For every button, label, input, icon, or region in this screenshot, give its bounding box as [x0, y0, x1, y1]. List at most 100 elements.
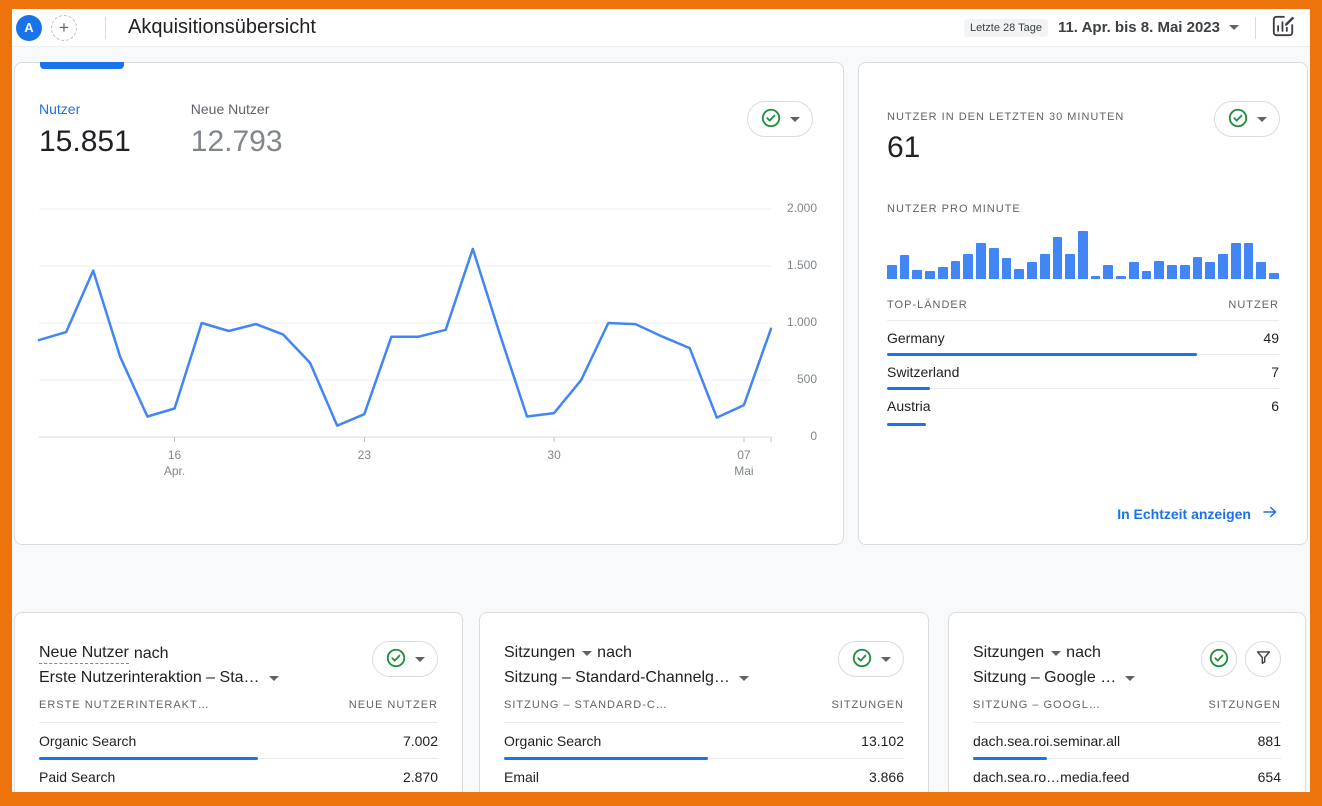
table-row: Organic Search 13.102	[504, 723, 904, 760]
minute-bar	[912, 270, 923, 279]
x-tick: 07 Mai	[734, 448, 754, 478]
add-comparison-button[interactable]: +	[51, 14, 77, 41]
table-header: TOP-LÄNDER NUTZER	[887, 299, 1279, 321]
arrow-right-icon	[1261, 503, 1279, 524]
table-header: ERSTE NUTZERINTERAKT… NEUE NUTZER	[39, 699, 438, 723]
column-metric: SITZUNGEN	[1208, 699, 1281, 711]
data-quality-button[interactable]	[1214, 101, 1280, 137]
value-bar	[39, 757, 259, 760]
metric-name[interactable]: Sitzungen	[504, 644, 576, 661]
column-metric: SITZUNGEN	[831, 699, 904, 711]
metric-value: 12.793	[190, 125, 283, 158]
country-users: 49	[1263, 329, 1279, 346]
value-bar	[887, 387, 931, 390]
minute-bar	[950, 261, 961, 279]
country-name: Germany	[887, 329, 945, 346]
table-row: Paid Search 2.870	[39, 759, 438, 792]
page-title: Akquisitionsübersicht	[128, 16, 316, 38]
customize-report-icon	[1270, 13, 1296, 42]
title-connector: nach	[597, 644, 632, 661]
data-quality-button[interactable]	[1201, 641, 1237, 677]
metric-tab-neue-nutzer[interactable]: Neue Nutzer 12.793	[191, 101, 283, 159]
minute-bar	[1116, 276, 1126, 279]
dimension-name: Sitzung – Google …	[973, 669, 1117, 686]
minute-bar	[1192, 257, 1203, 279]
data-quality-check-icon	[385, 647, 407, 672]
minute-bar	[1001, 258, 1012, 279]
value-bar	[887, 423, 927, 426]
chevron-down-icon	[881, 656, 891, 662]
dimension-dropdown[interactable]: Erste Nutzerinteraktion – Sta…	[39, 669, 279, 687]
chevron-down-icon	[1257, 116, 1267, 122]
minute-bar	[1179, 265, 1190, 279]
minute-bar	[1269, 273, 1279, 279]
dimension-name: Sitzung – Standard-Channelg…	[504, 669, 730, 686]
link-label: In Echtzeit anzeigen	[1117, 505, 1251, 522]
metric-name[interactable]: Neue Nutzer	[39, 644, 129, 664]
table-row: dach.sea.ro…media.feed 654	[973, 759, 1281, 792]
view-realtime-link[interactable]: In Echtzeit anzeigen	[1117, 503, 1279, 524]
top-header: A + Akquisitionsübersicht Letzte 28 Tage…	[12, 9, 1310, 47]
metric-label: Neue Nutzer	[190, 101, 270, 117]
chevron-down-icon	[1051, 650, 1062, 656]
metric-name[interactable]: Sitzungen	[973, 644, 1045, 661]
data-quality-button[interactable]	[838, 641, 904, 677]
minute-bar	[1128, 262, 1139, 279]
users-line-chart	[37, 208, 773, 442]
row-label: Email	[504, 768, 540, 785]
minute-bar	[1065, 254, 1076, 279]
dimension-name: Erste Nutzerinteraktion – Sta…	[39, 669, 260, 686]
table-row: Germany 49	[887, 321, 1279, 356]
metric-tab-nutzer[interactable]: Nutzer 15.851	[39, 101, 131, 159]
minute-bar	[899, 255, 910, 279]
chevron-down-icon	[1229, 25, 1239, 30]
sessions-by-campaign-card: Sitzungen nach Sitzung – Google …	[948, 612, 1306, 792]
row-label: dach.sea.roi.seminar.all	[973, 732, 1121, 749]
data-quality-button[interactable]	[747, 101, 813, 137]
y-tick: 500	[796, 372, 817, 386]
data-quality-button[interactable]	[372, 641, 438, 677]
column-dimension: SITZUNG – STANDARD-C…	[504, 699, 668, 711]
table-header: SITZUNG – GOOGL… SITZUNGEN	[973, 699, 1281, 723]
dimension-dropdown[interactable]: Sitzung – Standard-Channelg…	[504, 669, 749, 687]
row-value: 7.002	[402, 732, 438, 749]
customize-report-button[interactable]	[1270, 13, 1296, 42]
table-row: Switzerland 7	[887, 355, 1279, 390]
row-label: Organic Search	[39, 732, 137, 749]
breakdown-table: SITZUNG – STANDARD-C… SITZUNGEN Organic …	[504, 699, 904, 792]
minute-bar	[976, 243, 986, 279]
card-title: Sitzungen nach	[504, 644, 632, 662]
account-avatar[interactable]: A	[16, 14, 42, 41]
value-bar	[887, 353, 1197, 356]
column-dimension: SITZUNG – GOOGL…	[973, 699, 1101, 711]
header-right: Letzte 28 Tage 11. Apr. bis 8. Mai 2023	[963, 13, 1296, 42]
card-title: Neue Nutzer nach	[39, 644, 169, 664]
x-tick: 16 Apr.	[163, 448, 186, 478]
y-tick: 1.000	[786, 315, 817, 329]
minute-bar	[1078, 231, 1088, 279]
users-per-minute-chart	[887, 227, 1279, 279]
y-tick: 0	[810, 429, 817, 443]
column-metric: NEUE NUTZER	[348, 699, 438, 711]
metric-value: 15.851	[39, 125, 131, 158]
dimension-dropdown[interactable]: Sitzung – Google …	[973, 669, 1136, 687]
users-overview-card: Nutzer 15.851 Neue Nutzer 12.793	[14, 62, 844, 545]
row-value: 3.866	[868, 768, 904, 785]
title-connector: nach	[133, 645, 169, 662]
header-divider	[1255, 16, 1256, 39]
y-tick: 2.000	[786, 201, 817, 215]
minute-bar	[1103, 265, 1114, 279]
table-row: Email 3.866	[504, 759, 904, 792]
minute-bar	[937, 267, 948, 279]
realtime-users-value: 61	[887, 131, 921, 164]
data-quality-check-icon	[1227, 107, 1249, 132]
card-title: Sitzungen nach	[973, 644, 1101, 662]
data-quality-check-icon	[851, 647, 873, 672]
date-range-picker[interactable]: 11. Apr. bis 8. Mai 2023	[1058, 19, 1239, 36]
filter-button[interactable]	[1245, 641, 1281, 677]
metric-label: Nutzer	[39, 101, 81, 117]
row-label: Paid Search	[39, 768, 116, 785]
x-tick: 23	[357, 448, 372, 462]
minute-bar	[1141, 271, 1152, 279]
